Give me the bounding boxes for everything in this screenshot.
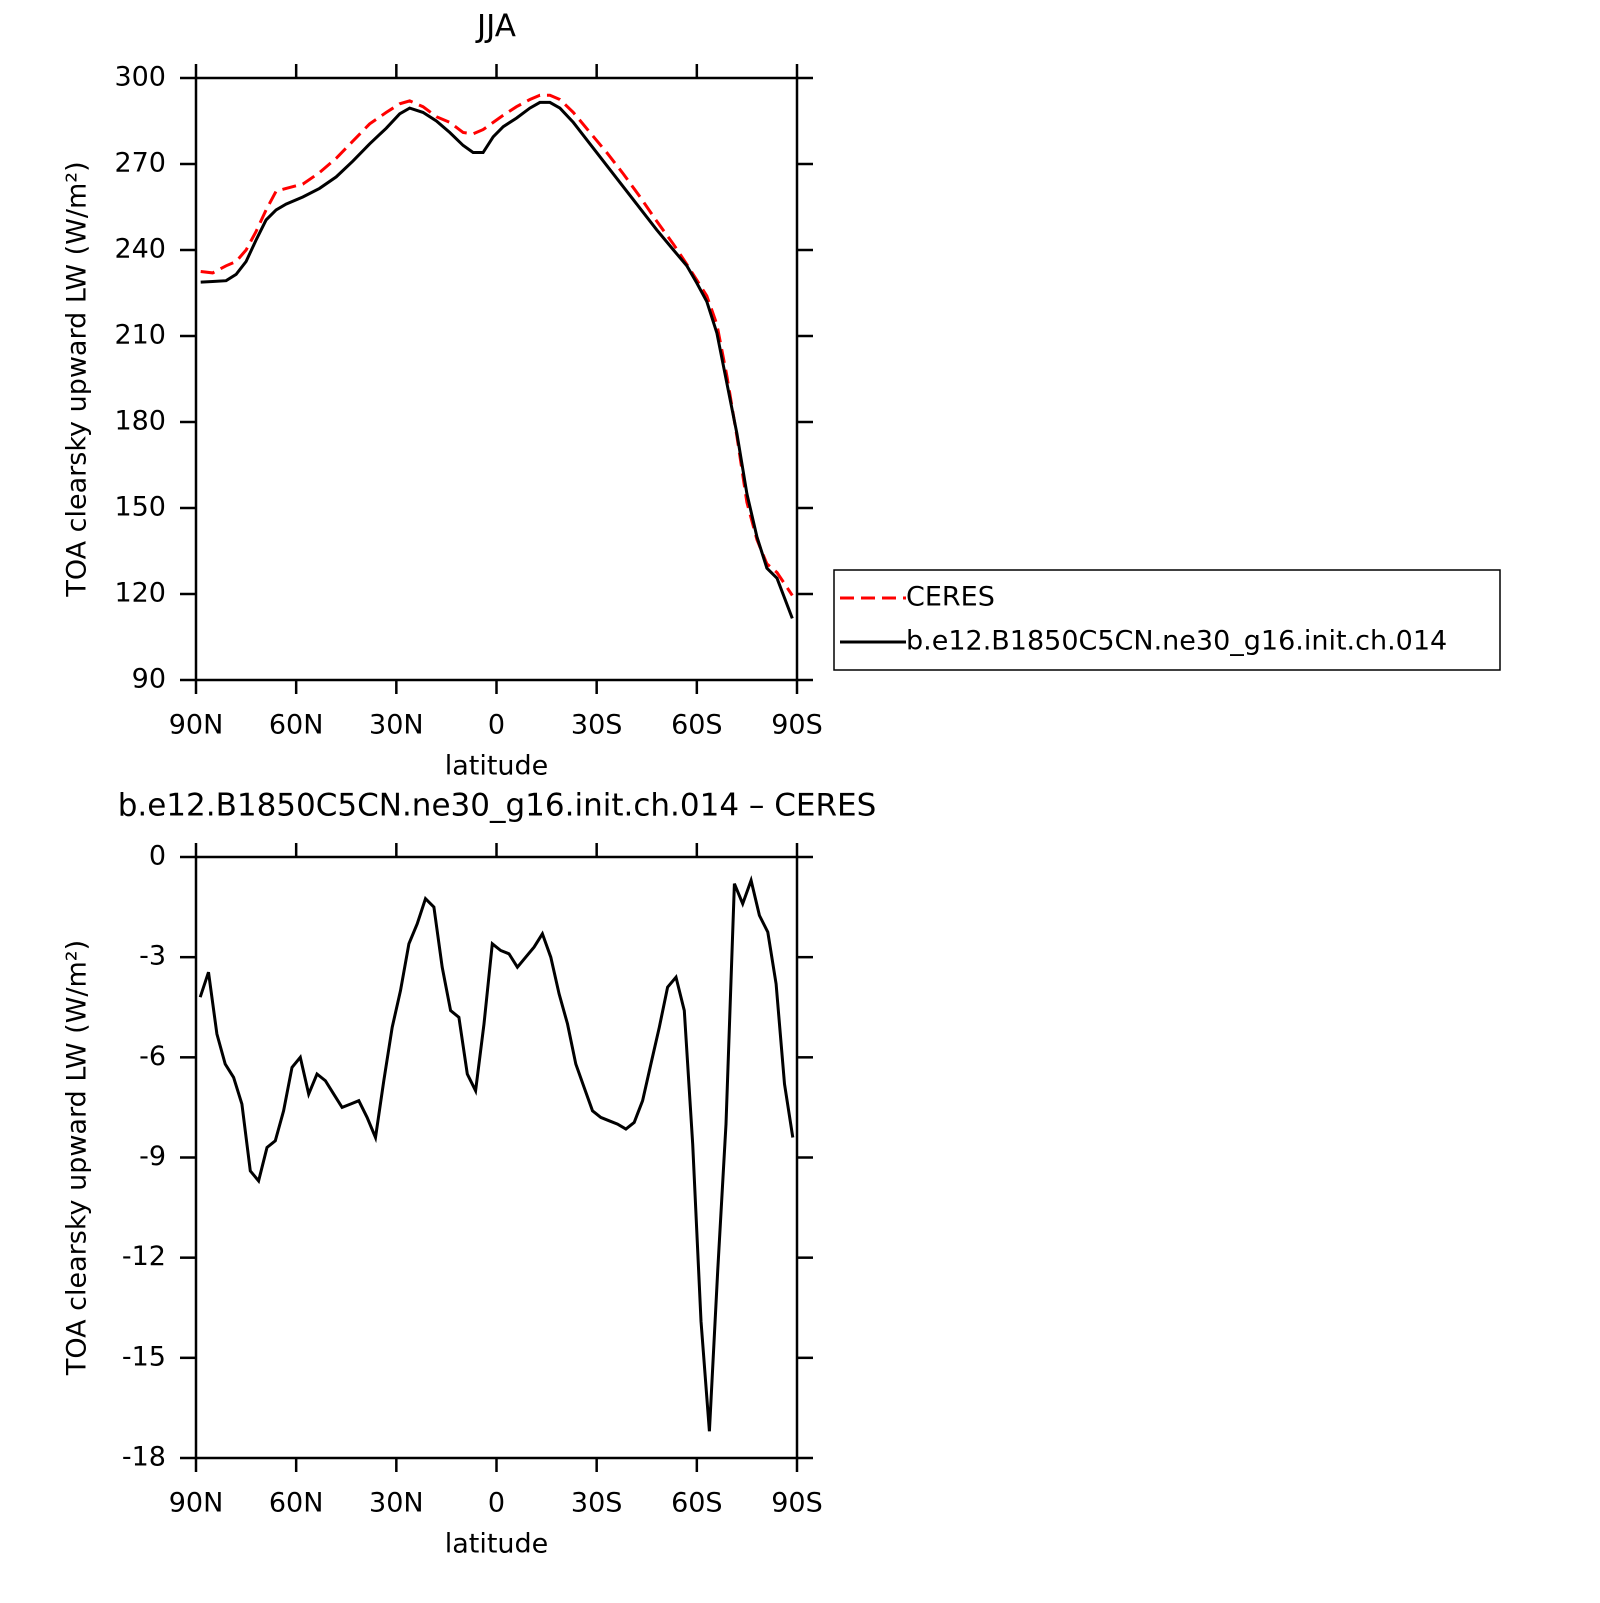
x-tick-label: 90N xyxy=(169,1488,224,1519)
legend-label: CERES xyxy=(906,582,995,613)
y-tick-label: -18 xyxy=(122,1442,166,1473)
y-tick-label: 120 xyxy=(114,578,166,609)
data-line xyxy=(198,875,795,1432)
x-tick-label: 60S xyxy=(671,710,723,741)
x-tick-label: 0 xyxy=(488,710,505,741)
chart-title: b.e12.B1850C5CN.ne30_g16.init.ch.014 – C… xyxy=(118,788,877,824)
y-axis-label: TOA clearsky upward LW (W/m²) xyxy=(62,940,93,1376)
y-tick-label: -9 xyxy=(139,1141,166,1172)
x-tick-label: 60N xyxy=(269,710,324,741)
x-tick-label: 30N xyxy=(369,1488,424,1519)
x-tick-label: 90S xyxy=(771,1488,823,1519)
y-tick-label: -6 xyxy=(139,1041,166,1072)
y-tick-label: 90 xyxy=(132,664,166,695)
x-tick-label: 30N xyxy=(369,710,424,741)
y-tick-label: 210 xyxy=(114,320,166,351)
legend-box xyxy=(833,569,1501,671)
legend-label: b.e12.B1850C5CN.ne30_g16.init.ch.014 xyxy=(906,626,1447,657)
x-axis-label: latitude xyxy=(445,751,549,782)
plot-frame xyxy=(194,76,799,682)
y-tick-label: -3 xyxy=(139,941,166,972)
data-line xyxy=(200,100,794,619)
x-tick-label: 30S xyxy=(571,1488,623,1519)
data-line xyxy=(200,93,794,597)
x-tick-label: 30S xyxy=(571,710,623,741)
x-tick-label: 60N xyxy=(269,1488,324,1519)
x-tick-label: 0 xyxy=(488,1488,505,1519)
y-tick-label: -15 xyxy=(122,1341,166,1372)
x-tick-label: 60S xyxy=(671,1488,723,1519)
chart-title: JJA xyxy=(475,9,516,45)
y-tick-label: 180 xyxy=(114,406,166,437)
y-tick-label: 300 xyxy=(114,62,166,93)
x-tick-label: 90N xyxy=(169,710,224,741)
x-tick-label: 90S xyxy=(771,710,823,741)
y-tick-label: 270 xyxy=(114,148,166,179)
y-tick-label: 150 xyxy=(114,492,166,523)
y-axis-label: TOA clearsky upward LW (W/m²) xyxy=(62,161,93,597)
y-tick-label: -12 xyxy=(122,1241,166,1272)
y-tick-label: 0 xyxy=(149,841,166,872)
y-tick-label: 240 xyxy=(114,234,166,265)
x-axis-label: latitude xyxy=(445,1529,549,1560)
